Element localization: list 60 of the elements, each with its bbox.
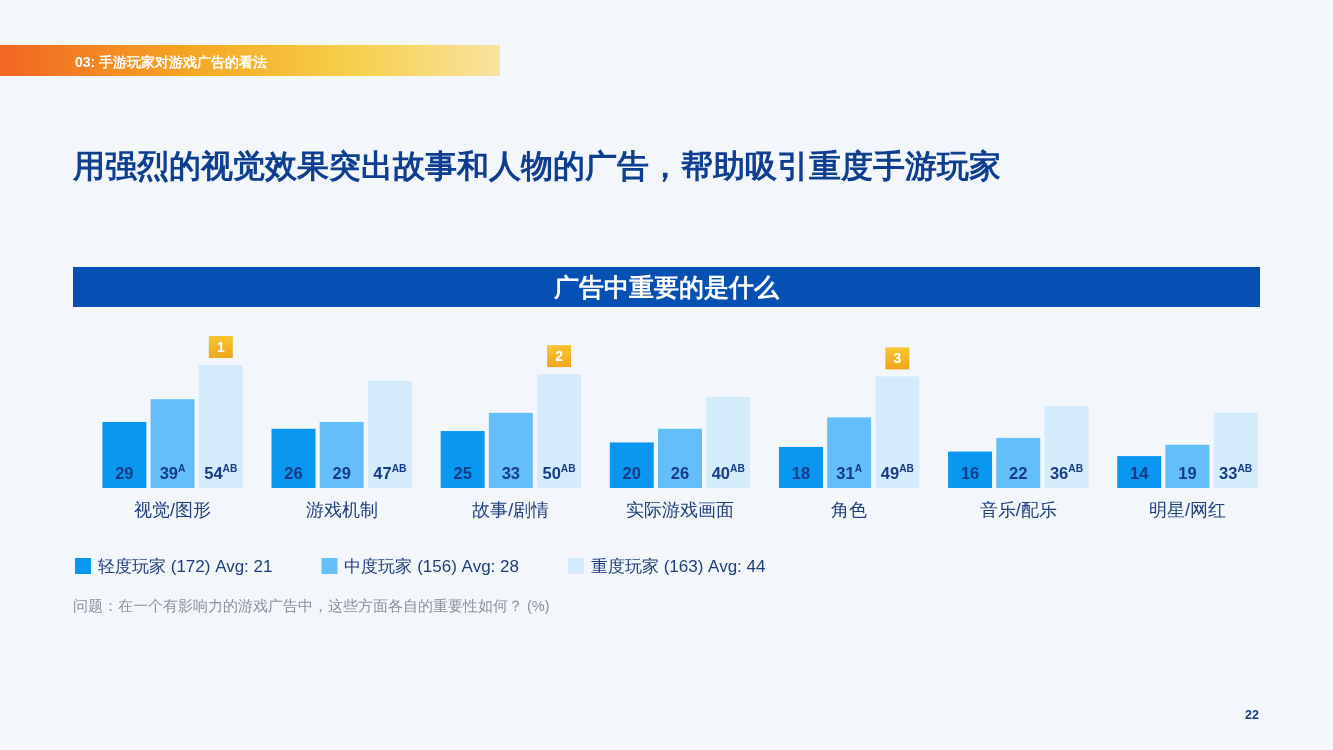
bar — [948, 451, 993, 488]
x-tick-label: 明星/网红 — [1148, 500, 1226, 520]
legend-label: 轻度玩家 (172) Avg: 21 — [98, 557, 273, 576]
x-tick-label: 音乐/配乐 — [979, 500, 1057, 520]
legend-label: 中度玩家 (156) Avg: 28 — [344, 557, 519, 576]
data-label: 18 — [791, 464, 811, 482]
data-label: 29 — [332, 464, 351, 482]
bar — [488, 412, 533, 488]
annotation: 3 — [893, 350, 902, 367]
bar — [1165, 444, 1210, 488]
bar — [319, 421, 364, 488]
data-label: 49$^{AB}$ — [880, 463, 914, 482]
data-label: 25 — [453, 464, 472, 482]
bar — [1117, 456, 1162, 488]
x-tick-label: 实际游戏画面 — [626, 500, 734, 520]
x-tick-label: 视觉/图形 — [134, 500, 212, 520]
data-label: 33$^{AB}$ — [1219, 463, 1253, 482]
x-tick-label: 角色 — [831, 500, 868, 520]
data-label: 14 — [1130, 464, 1150, 482]
data-label: 16 — [960, 464, 980, 482]
data-label: 20 — [622, 464, 641, 482]
data-label: 40$^{AB}$ — [711, 463, 745, 482]
bar — [440, 431, 485, 488]
data-label: 47$^{AB}$ — [373, 463, 407, 482]
chart-subtitle: 广告中重要的是什么 — [552, 273, 780, 301]
text: 22 — [1245, 708, 1259, 722]
text: 2 — [555, 348, 564, 365]
data-label: 50$^{AB}$ — [542, 463, 576, 482]
bar — [609, 442, 654, 488]
text: 1 — [216, 339, 225, 355]
data-label: 19 — [1178, 464, 1197, 482]
bar — [1044, 406, 1089, 488]
bar — [778, 447, 823, 488]
bar — [1213, 412, 1258, 488]
data-label: 33 — [501, 464, 521, 482]
bar — [271, 428, 316, 488]
bar — [367, 380, 412, 488]
text: 问题：在一个有影响力的游戏广告中，这些方面各自的重要性如何？ (%) — [73, 598, 550, 614]
bar — [706, 396, 751, 488]
data-label: 31$^{A}$ — [836, 463, 863, 482]
data-label: 22 — [1009, 464, 1028, 482]
data-label: 39$^{A}$ — [159, 463, 187, 482]
bar — [827, 417, 872, 488]
bar — [150, 399, 195, 488]
bar — [198, 365, 243, 488]
bar — [875, 376, 920, 488]
data-label: 54$^{AB}$ — [204, 463, 238, 482]
data-label: 29 — [115, 464, 134, 482]
x-tick-label: 游戏机制 — [305, 500, 378, 520]
bar — [996, 437, 1041, 488]
x-tick-label: 故事/剧情 — [472, 500, 550, 520]
legend-label: 重度玩家 (163) Avg: 44 — [590, 557, 766, 576]
data-label: 26 — [670, 464, 690, 482]
bar — [537, 374, 582, 488]
text: 03: 手游玩家对游戏广告的看法 — [75, 54, 268, 70]
chart-title: 用强烈的视觉效果突出故事和人物的广告，帮助吸引重度手游玩家 — [72, 148, 1001, 184]
bar — [658, 428, 702, 488]
data-label: 26 — [284, 464, 303, 482]
bar — [102, 421, 147, 488]
data-label: 36$^{AB}$ — [1049, 463, 1084, 482]
